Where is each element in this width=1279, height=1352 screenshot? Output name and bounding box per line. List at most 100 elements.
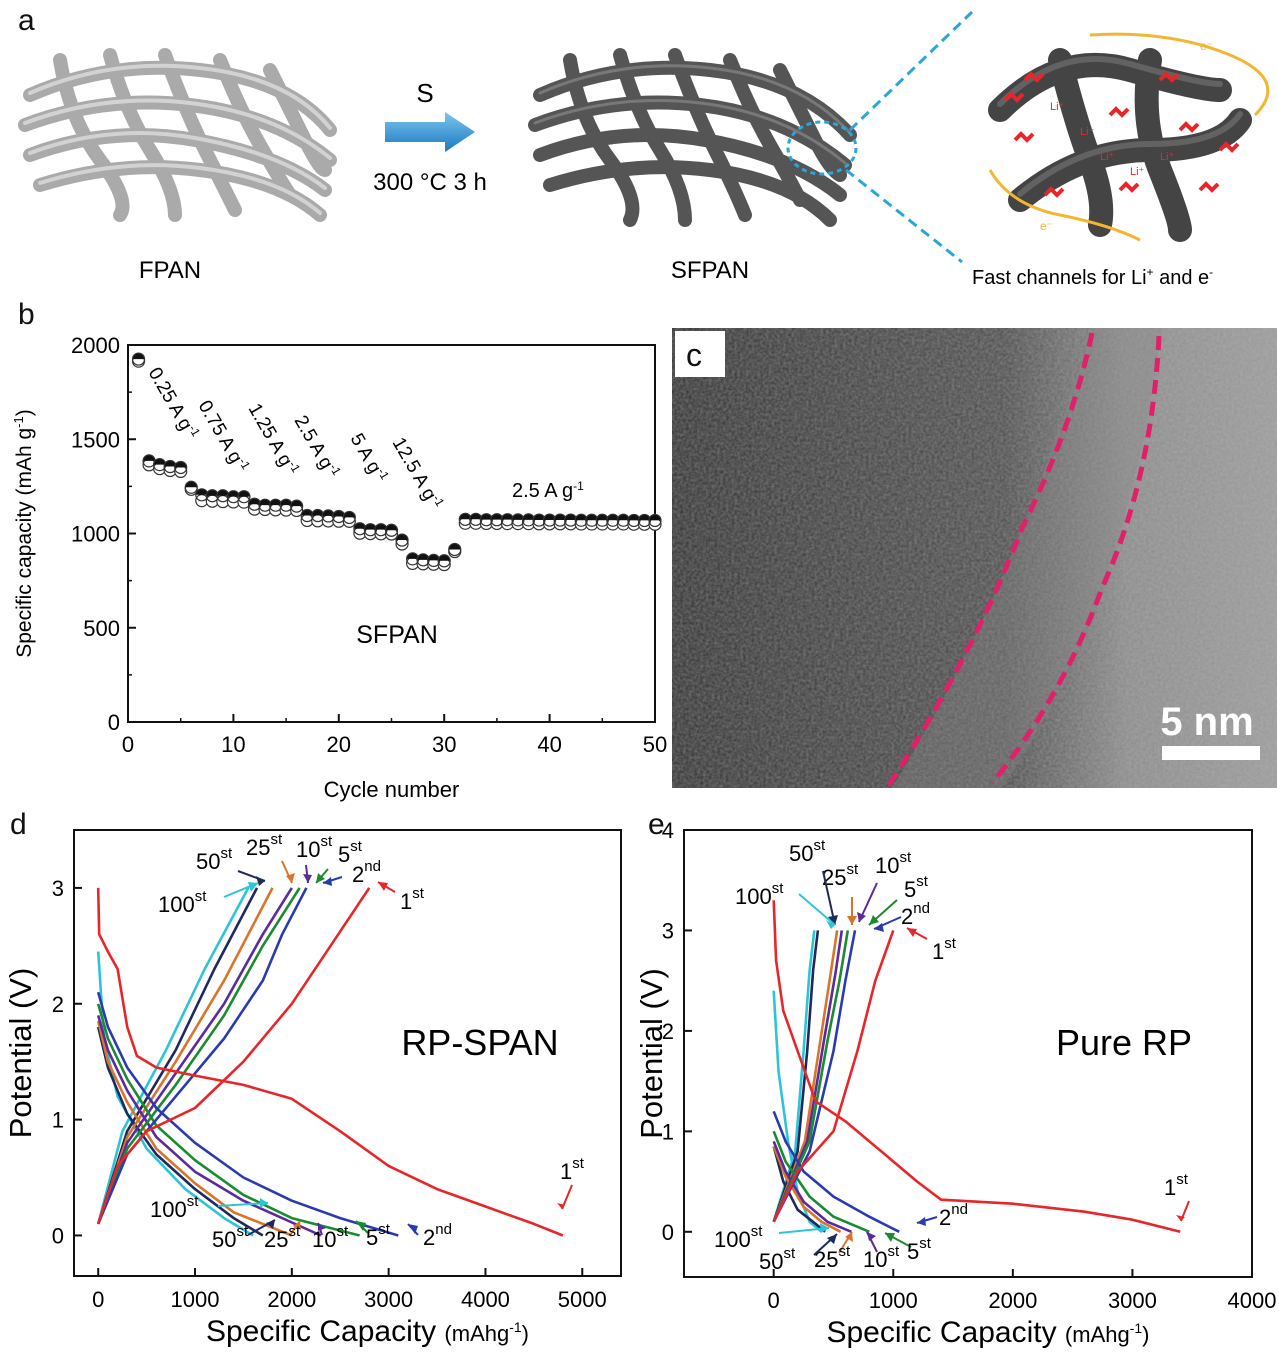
x-tick-label: 20 bbox=[327, 732, 351, 757]
charge-point bbox=[353, 522, 366, 529]
charge-point bbox=[575, 514, 588, 521]
cycle-arrowhead bbox=[256, 876, 265, 886]
x-tick-label: 2000 bbox=[267, 1287, 316, 1312]
zoom-line-bottom bbox=[845, 168, 963, 264]
x-tick-label: 50 bbox=[643, 732, 667, 757]
x-tick-label: 0 bbox=[92, 1287, 104, 1312]
charge-point bbox=[143, 454, 156, 461]
y-tick-label: 3 bbox=[662, 918, 674, 943]
charge-point-outline bbox=[648, 513, 662, 528]
charge-point bbox=[469, 513, 482, 520]
charge-point bbox=[522, 513, 535, 520]
cycle-arrowhead bbox=[845, 1232, 853, 1242]
charge-point bbox=[617, 514, 630, 521]
svg-text:e⁻: e⁻ bbox=[1200, 39, 1213, 53]
cycle-label: 25st bbox=[264, 1223, 301, 1252]
cycle-arrowhead bbox=[907, 928, 917, 937]
cycle-label: 100st bbox=[714, 1223, 763, 1252]
curve-10st-charge bbox=[96, 887, 293, 1225]
cycle-label: 10st bbox=[863, 1243, 900, 1272]
cycle-label: 5st bbox=[907, 1235, 932, 1264]
inset-label: Fast channels for Li+ and e- bbox=[972, 265, 1213, 289]
y-tick-label: 0 bbox=[662, 1220, 674, 1245]
cycle-arrowhead bbox=[874, 923, 884, 932]
svg-text:Li⁺: Li⁺ bbox=[1050, 101, 1065, 113]
zoom-line-top bbox=[848, 10, 974, 132]
charge-point bbox=[459, 513, 472, 520]
cycle-arrow bbox=[798, 893, 836, 926]
curve-100st-charge bbox=[96, 887, 250, 1225]
cycle-label: 10st bbox=[875, 849, 912, 878]
curve-1st-discharge bbox=[96, 887, 564, 1237]
curve-25st-discharge bbox=[96, 1020, 293, 1237]
curve-1st-charge bbox=[96, 887, 371, 1225]
charge-point-outline bbox=[174, 460, 188, 475]
sample-label: SFPAN bbox=[356, 621, 438, 649]
charge-point bbox=[438, 554, 451, 561]
svg-text:Li⁺: Li⁺ bbox=[1100, 151, 1115, 163]
charge-point-outline bbox=[448, 542, 462, 557]
cycle-arrowhead bbox=[869, 915, 879, 925]
charge-point bbox=[311, 509, 324, 516]
charge-point bbox=[606, 514, 619, 521]
charge-point bbox=[269, 499, 282, 506]
charge-point bbox=[153, 458, 166, 465]
x-tick-label: 30 bbox=[432, 732, 456, 757]
curve-50st-discharge bbox=[772, 1146, 826, 1233]
panel-letter-b: b bbox=[18, 298, 35, 331]
charge-point bbox=[448, 543, 461, 550]
sfpan-label: SFPAN bbox=[671, 257, 749, 284]
x-tick-label: 40 bbox=[537, 732, 561, 757]
charge-point bbox=[237, 490, 250, 497]
charge-point bbox=[364, 523, 377, 530]
charge-point bbox=[164, 460, 177, 467]
cycle-label: 5st bbox=[338, 838, 363, 867]
charge-point bbox=[216, 489, 229, 496]
cycle-label: 50st bbox=[759, 1245, 796, 1274]
y-tick-label: 0 bbox=[52, 1223, 64, 1248]
cycle-arrowhead bbox=[1176, 1215, 1185, 1221]
charge-point bbox=[259, 499, 272, 506]
cycle-label: 1st bbox=[1164, 1171, 1189, 1200]
rate-label: 12.5 A g-1 bbox=[388, 433, 448, 514]
charge-point bbox=[406, 552, 419, 559]
plot-frame bbox=[73, 829, 622, 1277]
condition-label: 300 °C 3 h bbox=[373, 169, 487, 196]
charge-point bbox=[511, 513, 524, 520]
charge-point bbox=[301, 509, 314, 516]
x-tick-label: 3000 bbox=[1108, 1288, 1157, 1313]
charge-point bbox=[206, 489, 219, 496]
cycle-arrowhead bbox=[260, 1198, 268, 1208]
charge-point bbox=[638, 514, 651, 521]
charge-point bbox=[533, 514, 546, 521]
sample-label: Pure RP bbox=[1056, 1022, 1192, 1063]
cycle-label: 1st bbox=[560, 1155, 585, 1184]
reaction-arrow bbox=[385, 112, 475, 152]
reagent-label: S bbox=[416, 78, 433, 108]
x-tick-label: 3000 bbox=[364, 1287, 413, 1312]
charge-point bbox=[290, 500, 303, 507]
charge-point bbox=[248, 498, 261, 505]
charge-point bbox=[280, 499, 293, 506]
fpan-mesh-illustration bbox=[18, 48, 337, 222]
cycle-arrowhead bbox=[828, 915, 838, 925]
curve-2nd-discharge bbox=[96, 991, 399, 1237]
x-tick-label: 0 bbox=[122, 732, 134, 757]
y-tick-label: 2000 bbox=[71, 333, 120, 358]
rate-label: 1.25 A g-1 bbox=[244, 399, 304, 480]
charge-point bbox=[427, 554, 440, 561]
panel-a-schematic: FPAN S 300 °C 3 h SFPAN bbox=[18, 10, 1270, 289]
cycle-label: 10st bbox=[312, 1223, 349, 1252]
y-tick-label: 3 bbox=[52, 876, 64, 901]
zoom-circle bbox=[786, 120, 858, 176]
cycle-arrowhead bbox=[248, 882, 258, 892]
charge-point bbox=[343, 511, 356, 518]
curve-10st-discharge bbox=[772, 1140, 852, 1233]
cycle-arrowhead bbox=[303, 874, 312, 883]
cycle-arrowhead bbox=[293, 1221, 301, 1230]
cycle-label: 25st bbox=[822, 861, 859, 890]
cycle-label: 50st bbox=[196, 845, 233, 874]
cycle-label: 100st bbox=[150, 1193, 199, 1222]
cycle-label: 2nd bbox=[352, 858, 381, 887]
